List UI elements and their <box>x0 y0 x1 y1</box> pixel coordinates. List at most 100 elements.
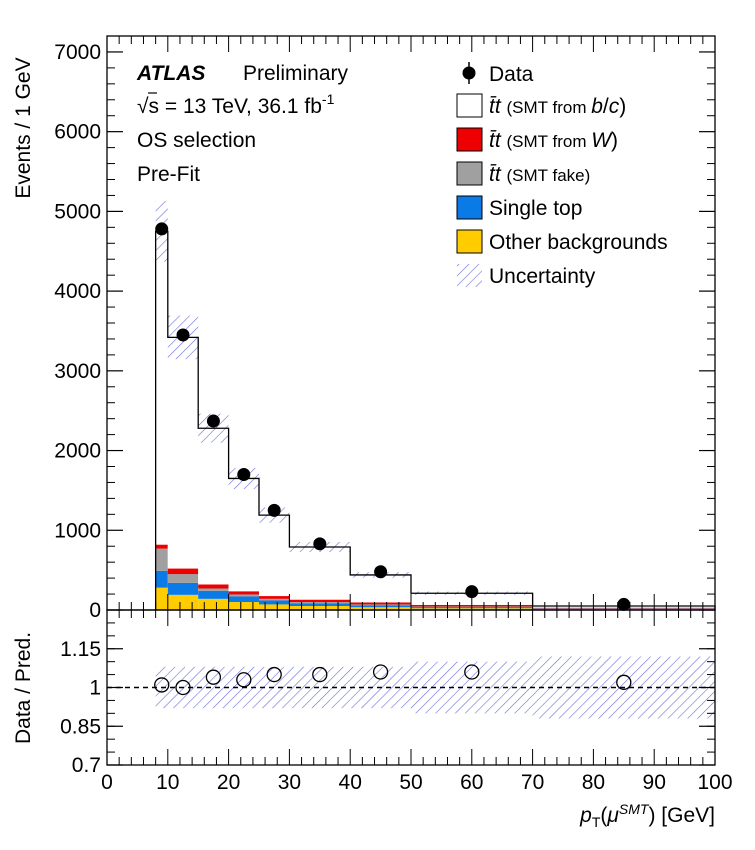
x-tick-label-6: 60 <box>460 771 483 794</box>
main-ytick-label-6: 6000 <box>54 121 101 144</box>
x-tick-label-3: 30 <box>278 771 301 794</box>
ratio-point-6 <box>372 664 389 680</box>
legend-tt-w-W: W <box>591 129 613 152</box>
x-tick-label-4: 40 <box>339 771 362 794</box>
x-tick-label-8: 80 <box>582 771 605 794</box>
legend-other-swatch <box>456 229 483 254</box>
preliminary-label: Preliminary <box>243 62 349 85</box>
ratio-uncertainty-band-layer <box>155 656 715 719</box>
x-tick-label-0: 0 <box>101 771 113 794</box>
main-ytick-label-1: 1000 <box>54 519 101 542</box>
legend-data-marker <box>462 66 476 80</box>
legend-tt-fake-t1: (SMT fake) <box>507 166 591 185</box>
fit-label: Pre-Fit <box>137 163 200 186</box>
x-axis-title: pT(μSMT) [GeV] <box>579 801 715 830</box>
legend-tt-bc-slash: / <box>603 95 609 118</box>
ratio-point-1 <box>175 679 191 696</box>
ratio-point-3 <box>236 672 252 688</box>
ratio-point-7 <box>464 664 480 680</box>
legend-tt-fake-label: t̄t (SMT fake) <box>489 163 590 186</box>
legend-tt-bc-c: c <box>609 95 620 118</box>
ratio-point-4 <box>266 666 282 683</box>
x-tick-label-10: 100 <box>697 771 732 794</box>
stack-bar-1-3 <box>228 596 259 603</box>
stack-bar-3-6 <box>350 602 411 605</box>
stack-bar-4-2 <box>198 428 229 585</box>
ratio-point-2 <box>205 669 222 685</box>
legend-uncertainty-swatch <box>457 264 482 287</box>
stack-bar-3-0 <box>155 544 168 549</box>
legend-tt-bc-tt: t̄t <box>489 95 502 118</box>
data-point-6 <box>374 565 388 579</box>
ratio-data-points-layer <box>154 664 632 696</box>
stack-bar-4-0 <box>155 231 168 545</box>
ratio-point-8 <box>616 674 632 690</box>
data-point-5 <box>313 537 327 551</box>
main-ytick-label-3: 3000 <box>54 360 101 383</box>
stack-bar-2-4 <box>259 598 290 601</box>
legend-tt-bc-label: t̄t (SMT from b/c) <box>489 95 626 118</box>
stack-bar-1-2 <box>198 590 229 599</box>
ratio-uncertainty-bin-2 <box>198 666 229 709</box>
stack-bar-1-6 <box>350 605 411 608</box>
energy-lumi-label: √s = 13 TeV, 36.1 fb-1 <box>137 91 335 118</box>
legend-single-top-label: Single top <box>489 197 582 220</box>
main-ytick-label-5: 5000 <box>54 200 101 223</box>
stack-bar-3-1 <box>167 568 199 575</box>
main-ytick-label-7: 7000 <box>54 41 101 64</box>
data-point-3 <box>237 467 251 481</box>
stack-bar-0-3 <box>228 602 259 610</box>
selection-label: OS selection <box>137 129 256 152</box>
main-data-points-layer <box>155 222 631 611</box>
legend-tt-w-swatch <box>456 127 483 152</box>
x-tick-label-7: 70 <box>521 771 544 794</box>
legend-tt-w-close: ) <box>611 129 618 152</box>
stack-bar-3-2 <box>198 584 229 589</box>
stack-bar-1-1 <box>167 582 199 595</box>
stack-bar-3-5 <box>289 599 351 603</box>
energy-lumi-text: √s = 13 TeV, 36.1 fb <box>137 95 322 118</box>
stack-bar-2-2 <box>198 588 229 591</box>
ratio-axes-layer: 0.7 0.85 1 1.15 0 10 20 30 40 50 60 70 80 90 100 <box>60 609 733 794</box>
legend-tt-w-t1: (SMT from <box>507 132 592 151</box>
x-tick-label-1: 10 <box>156 771 179 794</box>
data-point-2 <box>206 414 220 428</box>
ratio-y-axis-title: Data / Pred. <box>12 632 35 744</box>
stack-bar-1-4 <box>259 600 290 605</box>
stack-bar-3-4 <box>259 596 290 599</box>
main-ytick-label-2: 2000 <box>54 440 101 463</box>
legend-tt-bc-b: b <box>591 95 603 118</box>
legend: Data t̄t (SMT from b/c) t̄t (SMT from W)… <box>456 62 668 288</box>
stack-bar-4-4 <box>259 515 290 597</box>
main-axes-layer: 0 1000 2000 3000 4000 5000 6000 7000 <box>54 35 716 622</box>
stack-bar-4-6 <box>350 574 411 603</box>
data-point-4 <box>267 503 281 517</box>
main-ytick-label-0: 0 <box>89 599 101 622</box>
atlas-label-block: ATLAS Preliminary √s = 13 TeV, 36.1 fb-1… <box>136 62 349 186</box>
ratio-point-0 <box>154 677 170 693</box>
stack-bar-2-6 <box>350 604 411 606</box>
legend-single-top-swatch <box>456 195 483 220</box>
data-point-8 <box>617 597 631 611</box>
stack-bar-0-5 <box>289 606 351 610</box>
stack-bar-0-4 <box>259 604 290 610</box>
stack-bar-0-2 <box>198 598 229 610</box>
data-point-7 <box>465 585 479 599</box>
legend-tt-bc-t1: (SMT from <box>507 98 592 117</box>
data-point-0 <box>155 222 169 236</box>
x-tick-label-2: 20 <box>217 771 240 794</box>
x-tick-label-5: 50 <box>399 771 422 794</box>
stack-bar-1-5 <box>289 603 351 607</box>
stack-bar-2-5 <box>289 602 351 604</box>
ratio-ytick-label-2: 1 <box>89 677 101 700</box>
stack-bar-2-3 <box>228 594 259 597</box>
stack-bar-4-3 <box>228 478 259 592</box>
legend-other-label: Other backgrounds <box>489 231 668 254</box>
legend-data-label: Data <box>489 63 534 86</box>
x-tick-label-9: 90 <box>643 771 666 794</box>
stack-bar-4-5 <box>289 547 351 600</box>
main-stack-layer <box>155 231 715 610</box>
legend-tt-bc-swatch <box>456 93 483 118</box>
main-ytick-label-4: 4000 <box>54 280 101 303</box>
legend-tt-fake-swatch <box>456 161 483 186</box>
